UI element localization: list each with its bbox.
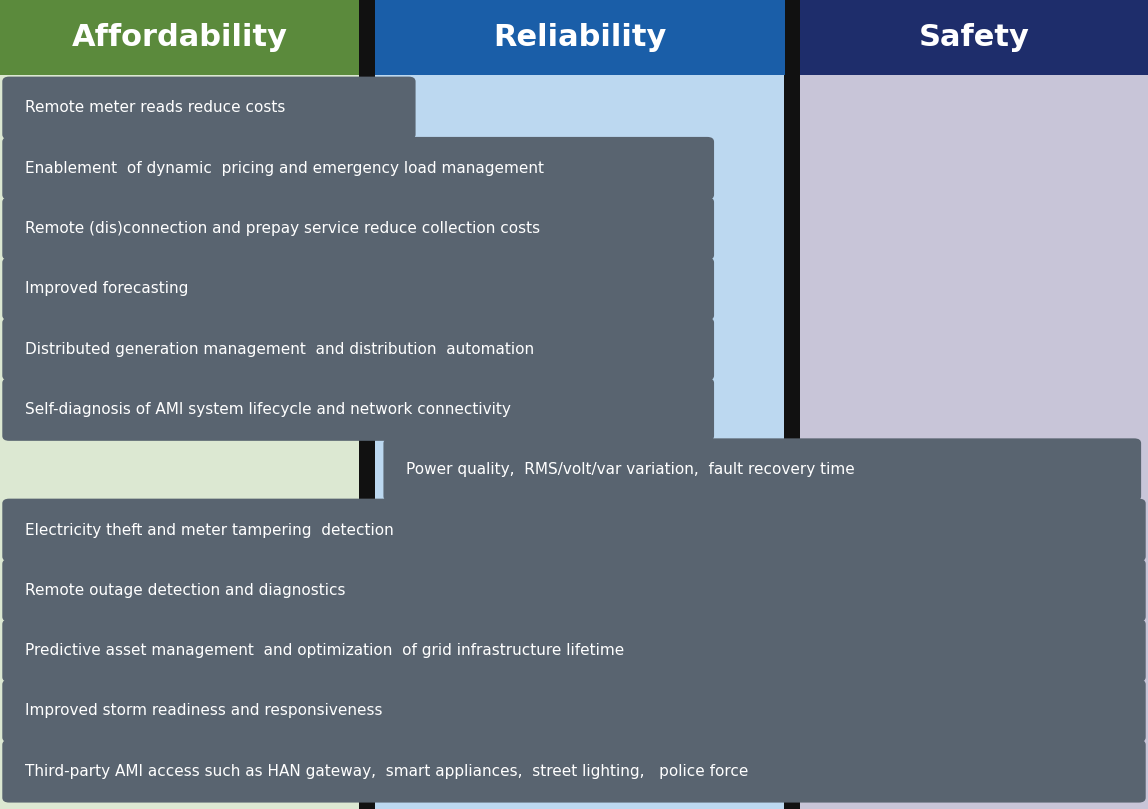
Bar xyxy=(784,0,800,809)
FancyBboxPatch shape xyxy=(2,197,714,260)
Bar xyxy=(800,0,1148,75)
Text: Self-diagnosis of AMI system lifecycle and network connectivity: Self-diagnosis of AMI system lifecycle a… xyxy=(25,402,511,417)
Text: Remote outage detection and diagnostics: Remote outage detection and diagnostics xyxy=(25,582,346,598)
Text: Remote (dis)connection and prepay service reduce collection costs: Remote (dis)connection and prepay servic… xyxy=(25,221,541,236)
Text: Reliability: Reliability xyxy=(492,23,667,52)
Bar xyxy=(374,75,784,809)
Text: Improved forecasting: Improved forecasting xyxy=(25,282,188,296)
FancyBboxPatch shape xyxy=(2,498,1146,561)
Bar xyxy=(0,75,359,809)
FancyBboxPatch shape xyxy=(2,257,714,320)
FancyBboxPatch shape xyxy=(2,318,714,380)
Text: Affordability: Affordability xyxy=(71,23,288,52)
Text: Power quality,  RMS/volt/var variation,  fault recovery time: Power quality, RMS/volt/var variation, f… xyxy=(406,462,855,477)
Text: Improved storm readiness and responsiveness: Improved storm readiness and responsiven… xyxy=(25,703,382,718)
FancyBboxPatch shape xyxy=(2,680,1146,743)
Text: Third-party AMI access such as HAN gateway,  smart appliances,  street lighting,: Third-party AMI access such as HAN gatew… xyxy=(25,764,748,779)
FancyBboxPatch shape xyxy=(2,619,1146,682)
FancyBboxPatch shape xyxy=(2,739,1146,803)
Bar xyxy=(0,0,359,75)
Text: Electricity theft and meter tampering  detection: Electricity theft and meter tampering de… xyxy=(25,523,394,537)
Text: Enablement  of dynamic  pricing and emergency load management: Enablement of dynamic pricing and emerge… xyxy=(25,161,544,176)
Text: Remote meter reads reduce costs: Remote meter reads reduce costs xyxy=(25,100,286,116)
Bar xyxy=(374,0,784,75)
FancyBboxPatch shape xyxy=(2,559,1146,621)
Text: Predictive asset management  and optimization  of grid infrastructure lifetime: Predictive asset management and optimiza… xyxy=(25,643,625,658)
Text: Distributed generation management  and distribution  automation: Distributed generation management and di… xyxy=(25,341,534,357)
FancyBboxPatch shape xyxy=(2,137,714,200)
Bar xyxy=(359,0,374,809)
Bar xyxy=(800,75,1148,809)
FancyBboxPatch shape xyxy=(2,77,416,139)
FancyBboxPatch shape xyxy=(383,438,1141,501)
FancyBboxPatch shape xyxy=(2,378,714,441)
Text: Safety: Safety xyxy=(918,23,1030,52)
